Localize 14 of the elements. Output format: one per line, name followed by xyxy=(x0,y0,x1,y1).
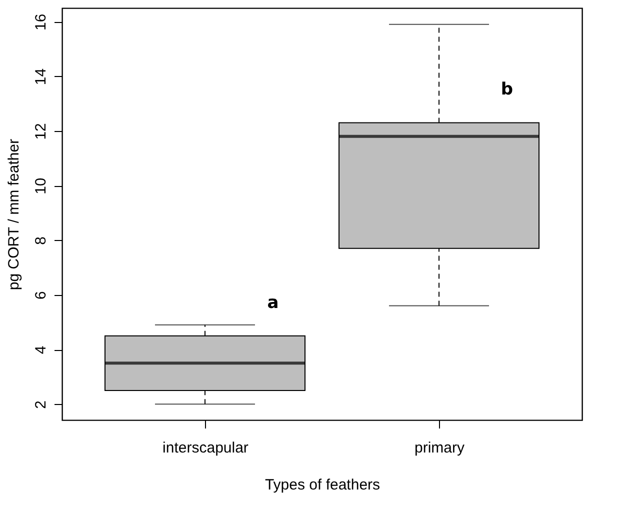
y-tick-label: 10 xyxy=(32,178,50,194)
y-tick-label: 8 xyxy=(32,236,50,245)
x-tick-label: interscapular xyxy=(162,440,248,456)
annotation: b xyxy=(500,80,514,100)
y-tick-label: 14 xyxy=(32,68,50,86)
x-tick-label: primary xyxy=(414,440,466,456)
y-tick-label: 12 xyxy=(32,123,50,140)
x-axis-title: Types of feathers xyxy=(264,476,380,494)
annotation: a xyxy=(267,292,279,313)
y-tick-label: 6 xyxy=(32,291,50,300)
y-tick-label: 16 xyxy=(32,14,50,31)
y-tick-label: 2 xyxy=(32,400,50,409)
y-axis-title: pg CORT / mm feather xyxy=(6,138,22,290)
y-tick-label: 4 xyxy=(32,346,50,354)
